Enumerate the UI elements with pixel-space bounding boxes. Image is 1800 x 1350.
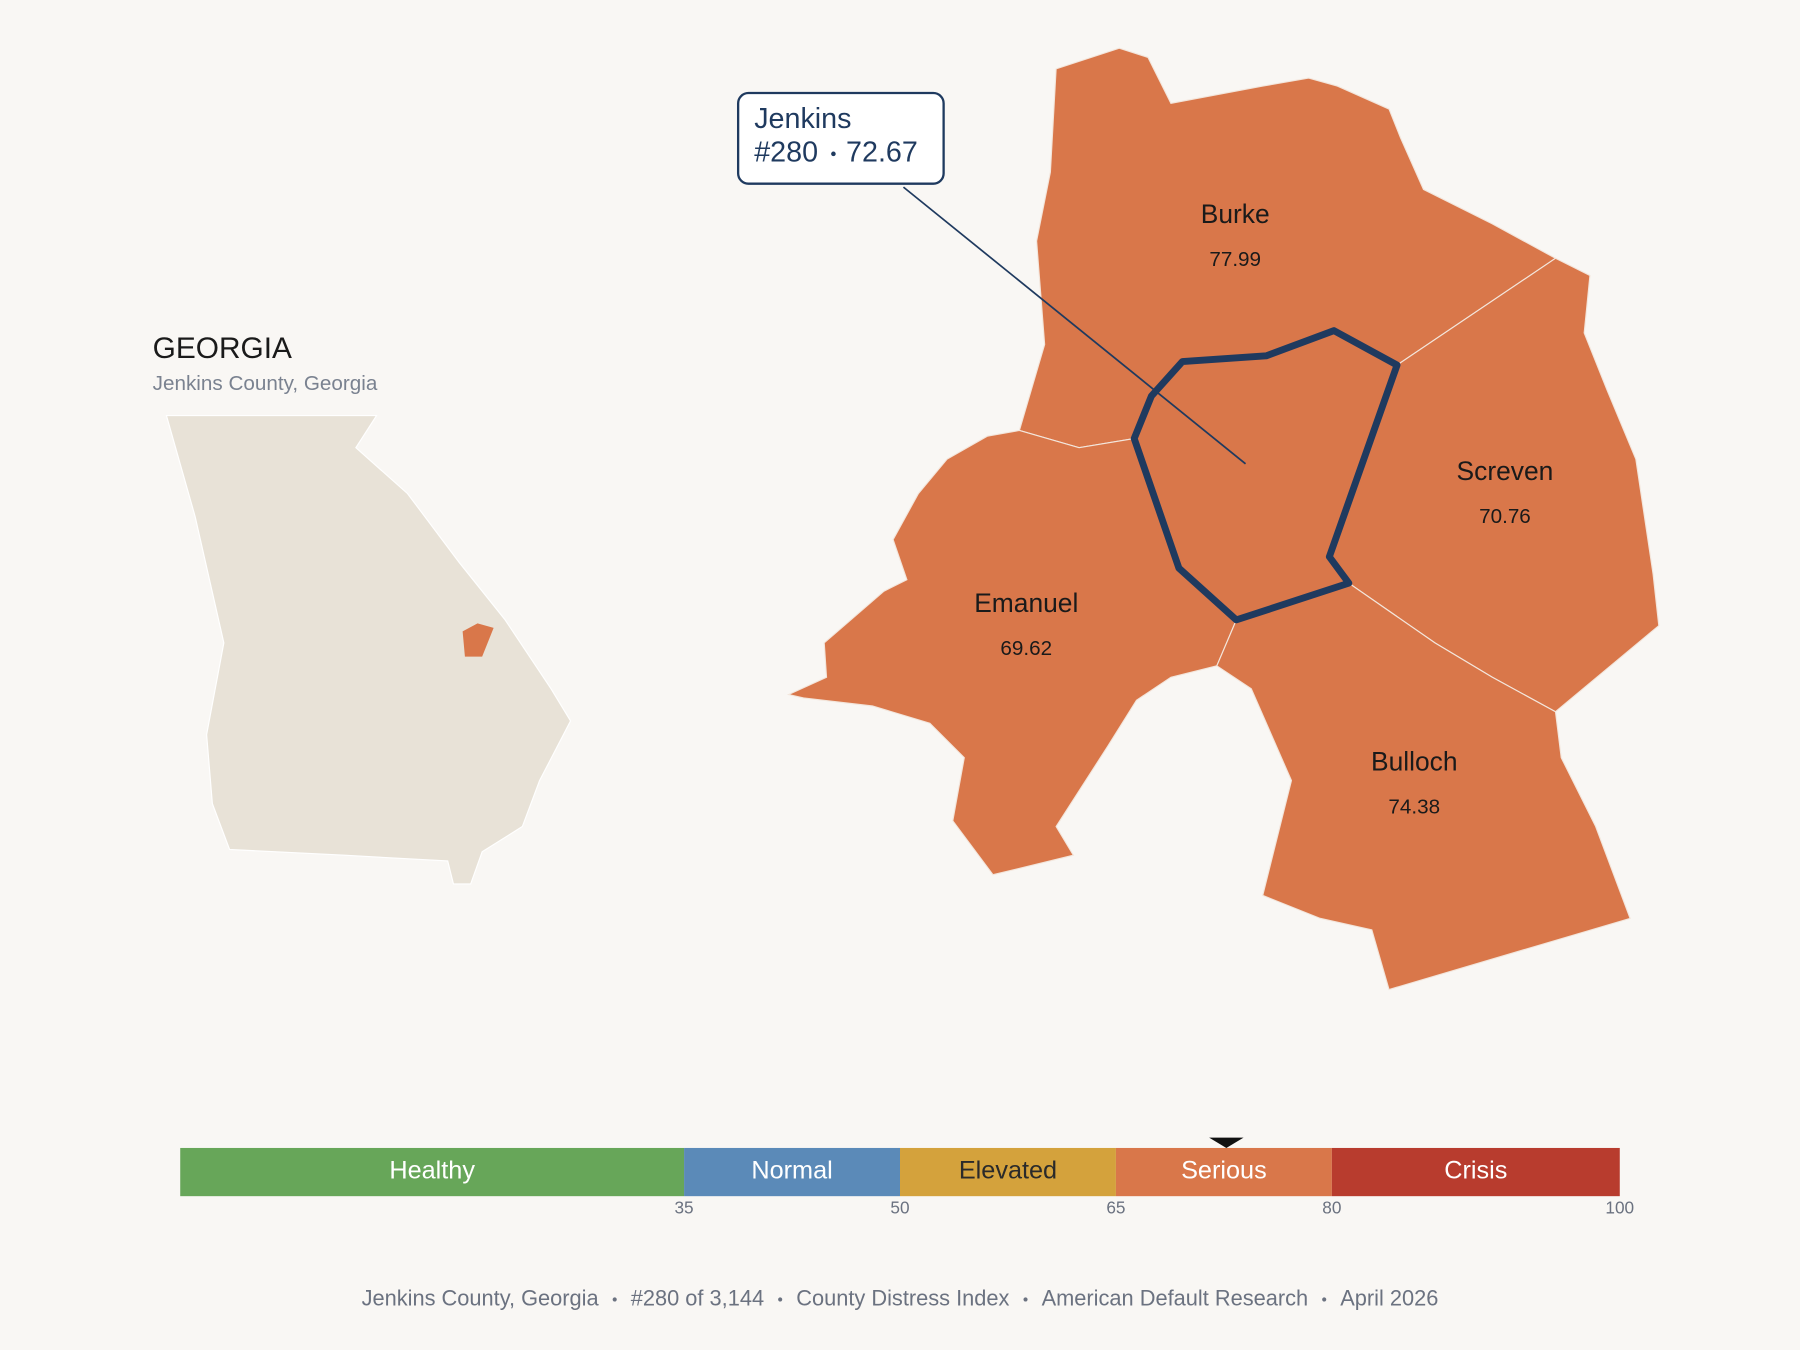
separator <box>831 151 836 157</box>
county-value: 77.99 <box>1209 248 1261 271</box>
band-label: Crisis <box>1444 1157 1507 1185</box>
callout-leader <box>902 186 1247 465</box>
scale-band <box>684 1147 900 1197</box>
scale-band <box>1115 1147 1332 1197</box>
footer-item: #280 of 3,144 <box>631 1285 764 1310</box>
highlight-county <box>462 623 494 657</box>
inset-subtitle: Jenkins County, Georgia <box>153 372 378 395</box>
callout-box <box>736 91 945 185</box>
county-value: 70.76 <box>1479 505 1531 528</box>
tick-label: 100 <box>1605 1197 1634 1217</box>
scale-band <box>1331 1147 1620 1197</box>
tick-label: 65 <box>1106 1197 1125 1217</box>
footer-item: American Default Research <box>1042 1285 1309 1310</box>
tick-label: 35 <box>674 1197 693 1217</box>
band-label: Normal <box>751 1157 832 1185</box>
band-label: Healthy <box>389 1157 475 1185</box>
separator <box>1322 1297 1327 1302</box>
callout-score: 72.67 <box>846 136 918 168</box>
scale-band <box>900 1147 1116 1197</box>
county-name: Emanuel <box>974 588 1078 618</box>
state-shape <box>165 414 572 885</box>
separator <box>778 1297 783 1302</box>
inset-title: GEORGIA <box>153 332 292 365</box>
tick-label: 50 <box>890 1197 909 1217</box>
callout-name: Jenkins <box>754 103 851 135</box>
county-name: Burke <box>1201 199 1270 229</box>
footer-item: April 2026 <box>1340 1285 1438 1310</box>
county-value: 74.38 <box>1388 796 1440 819</box>
separator <box>1023 1297 1028 1302</box>
county-name: Screven <box>1457 456 1554 486</box>
tick-label: 80 <box>1322 1197 1341 1217</box>
scale-band <box>180 1147 685 1197</box>
county-name: Bulloch <box>1371 746 1458 776</box>
score-marker <box>1209 1137 1244 1148</box>
county-shape <box>1216 582 1631 991</box>
footer-item: County Distress Index <box>796 1285 1009 1310</box>
band-label: Serious <box>1181 1157 1267 1185</box>
footer-item: Jenkins County, Georgia <box>362 1285 600 1310</box>
separator <box>612 1297 617 1302</box>
callout-rank: #280 <box>754 136 818 168</box>
county-value: 69.62 <box>1000 637 1052 660</box>
focus-county <box>1130 327 1401 624</box>
band-label: Elevated <box>959 1157 1057 1185</box>
